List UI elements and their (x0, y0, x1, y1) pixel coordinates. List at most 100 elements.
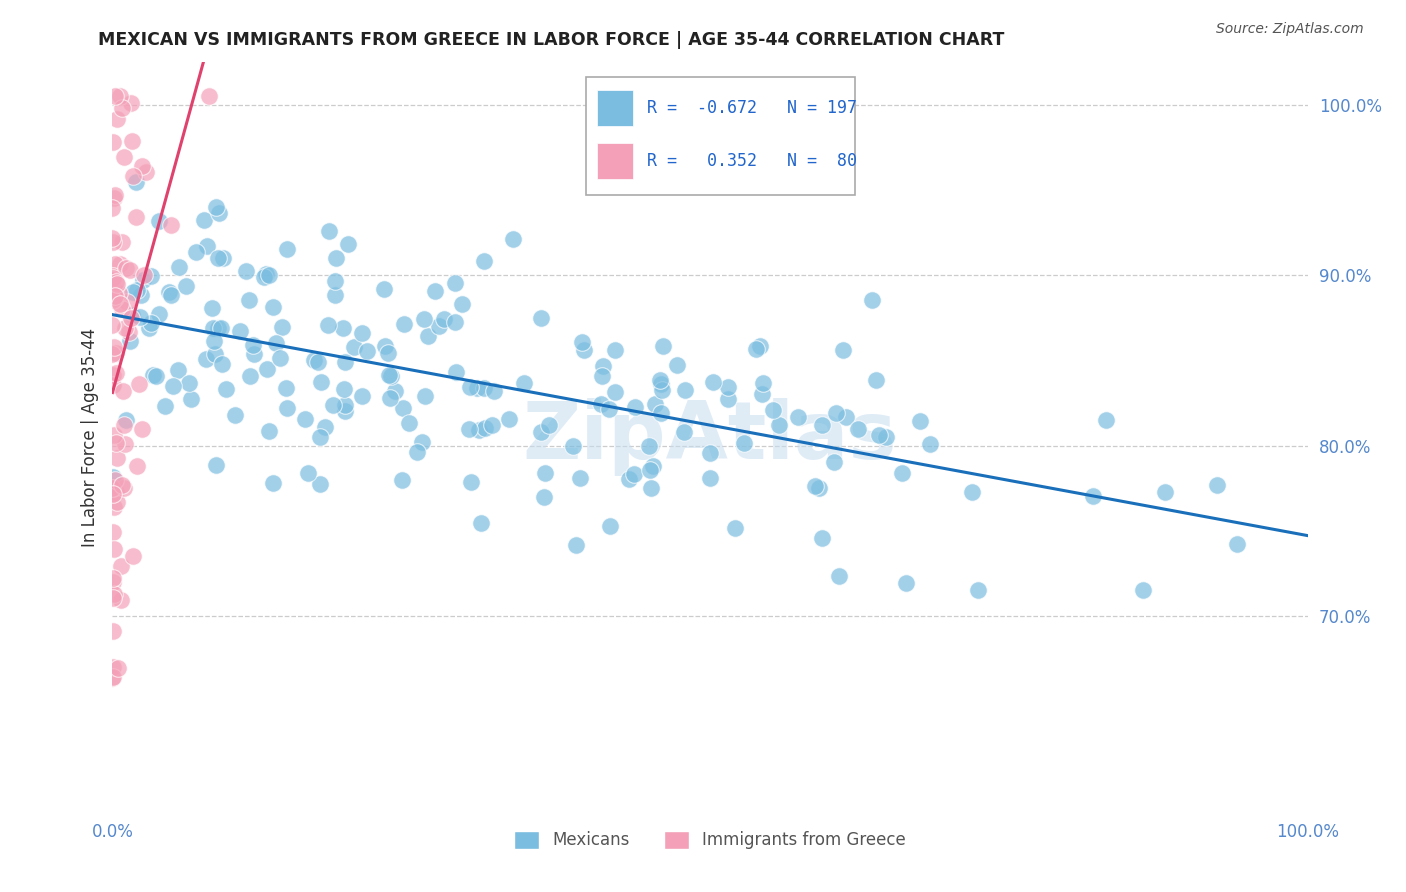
Point (101, 270, 124, 285)
Point (101, 368, 124, 383)
Point (101, 525, 124, 540)
Point (105, 495, 128, 509)
Point (572, 343, 595, 357)
Point (623, 467, 645, 482)
Bar (598, 144, 633, 179)
Point (202, 321, 225, 335)
Point (894, 576, 917, 591)
Point (103, 587, 125, 601)
FancyBboxPatch shape (586, 77, 855, 195)
Point (411, 434, 433, 449)
Point (1132, 583, 1154, 598)
Point (111, 478, 134, 492)
Point (337, 237, 360, 252)
Point (101, 347, 124, 361)
Point (112, 481, 135, 495)
Point (195, 239, 218, 253)
Point (157, 285, 180, 299)
Point (121, 169, 143, 184)
Point (623, 400, 645, 414)
Point (101, 470, 124, 484)
Point (458, 380, 481, 394)
Point (125, 283, 148, 297)
Point (384, 384, 406, 398)
Point (744, 343, 766, 357)
Point (724, 521, 747, 535)
Point (803, 479, 825, 493)
Point (832, 343, 855, 358)
Point (101, 571, 124, 585)
Point (603, 343, 626, 357)
Point (207, 321, 229, 335)
Point (235, 264, 257, 278)
Point (603, 385, 626, 400)
Point (180, 392, 202, 406)
Point (242, 337, 264, 351)
Point (482, 384, 505, 399)
Point (108, 89, 131, 103)
Point (1083, 490, 1105, 504)
Point (468, 423, 491, 437)
Point (918, 437, 941, 451)
Point (672, 425, 695, 440)
Point (107, 286, 129, 301)
Point (101, 272, 124, 286)
Point (762, 402, 785, 417)
Point (128, 376, 150, 391)
Point (101, 481, 124, 495)
Point (717, 380, 740, 394)
Point (652, 339, 675, 353)
Point (103, 541, 125, 556)
Point (274, 381, 297, 395)
Point (307, 355, 329, 369)
Text: R =  -0.672   N = 197: R = -0.672 N = 197 (647, 99, 856, 118)
Point (101, 671, 124, 685)
Point (101, 378, 124, 392)
Point (204, 347, 226, 361)
Point (314, 420, 336, 434)
Point (204, 458, 226, 472)
Point (148, 307, 170, 321)
Point (105, 277, 128, 291)
Point (333, 404, 356, 418)
Point (811, 531, 834, 545)
Point (211, 320, 233, 334)
Point (104, 256, 127, 270)
Point (569, 471, 592, 485)
Point (378, 368, 401, 383)
Point (318, 224, 340, 238)
Point (124, 175, 146, 189)
Point (598, 401, 620, 416)
Point (238, 293, 260, 307)
Point (860, 293, 883, 307)
Point (202, 334, 225, 348)
Point (651, 384, 673, 398)
Point (224, 408, 246, 422)
Point (534, 467, 557, 481)
Point (1225, 537, 1247, 551)
Point (269, 351, 291, 365)
Point (257, 425, 280, 439)
Point (427, 318, 450, 333)
Point (374, 339, 396, 353)
Point (562, 439, 585, 453)
Point (111, 301, 134, 316)
Point (512, 376, 534, 390)
Point (641, 458, 664, 473)
Point (103, 191, 125, 205)
Point (101, 135, 124, 149)
Point (316, 318, 339, 332)
Point (673, 383, 696, 397)
Point (768, 417, 790, 432)
Point (117, 295, 139, 310)
Point (131, 159, 153, 173)
Point (118, 263, 141, 277)
Point (868, 428, 890, 442)
Point (571, 335, 593, 350)
Point (502, 232, 524, 246)
Point (111, 101, 134, 115)
Point (333, 355, 356, 369)
Point (101, 235, 124, 249)
Point (195, 351, 218, 366)
Point (120, 310, 142, 325)
